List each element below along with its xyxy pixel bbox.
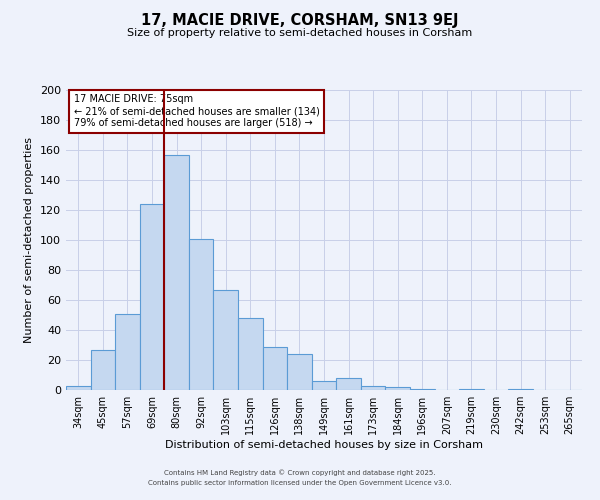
Bar	[459, 388, 484, 390]
Bar	[115, 314, 140, 390]
Bar	[91, 350, 115, 390]
Bar	[361, 386, 385, 390]
Bar	[238, 318, 263, 390]
Bar	[263, 346, 287, 390]
Bar	[189, 238, 214, 390]
Bar	[214, 290, 238, 390]
Bar	[164, 154, 189, 390]
Bar	[508, 388, 533, 390]
Bar	[312, 381, 336, 390]
Text: Contains HM Land Registry data © Crown copyright and database right 2025.: Contains HM Land Registry data © Crown c…	[164, 470, 436, 476]
Bar	[336, 378, 361, 390]
Bar	[287, 354, 312, 390]
X-axis label: Distribution of semi-detached houses by size in Corsham: Distribution of semi-detached houses by …	[165, 440, 483, 450]
Bar	[66, 386, 91, 390]
Text: 17, MACIE DRIVE, CORSHAM, SN13 9EJ: 17, MACIE DRIVE, CORSHAM, SN13 9EJ	[141, 12, 459, 28]
Bar	[140, 204, 164, 390]
Text: 17 MACIE DRIVE: 75sqm
← 21% of semi-detached houses are smaller (134)
79% of sem: 17 MACIE DRIVE: 75sqm ← 21% of semi-deta…	[74, 94, 320, 128]
Text: Contains public sector information licensed under the Open Government Licence v3: Contains public sector information licen…	[148, 480, 452, 486]
Text: Size of property relative to semi-detached houses in Corsham: Size of property relative to semi-detach…	[127, 28, 473, 38]
Y-axis label: Number of semi-detached properties: Number of semi-detached properties	[25, 137, 34, 343]
Bar	[385, 387, 410, 390]
Bar	[410, 388, 434, 390]
